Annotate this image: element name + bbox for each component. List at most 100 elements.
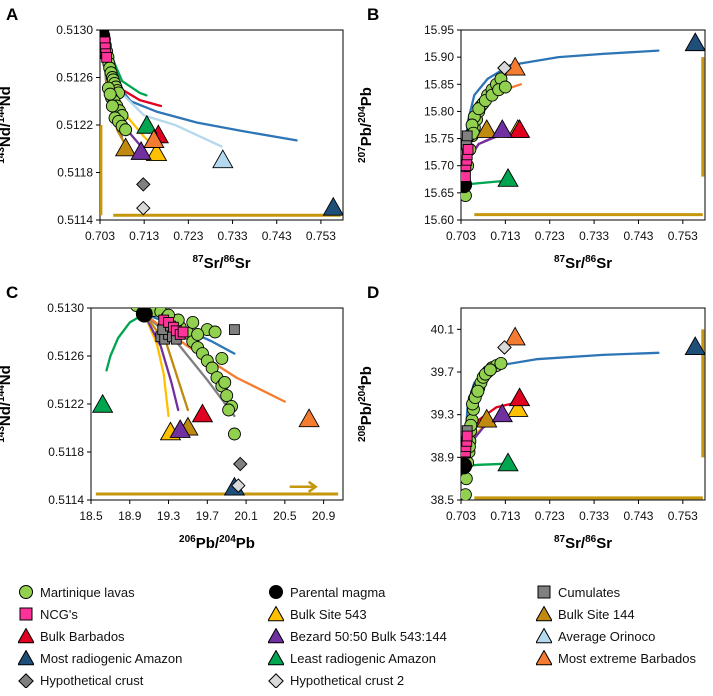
legend-label: Hypothetical crust (40, 672, 144, 688)
legend-label: Average Orinoco (558, 628, 656, 644)
series-least-radiogenic-amazon (497, 452, 519, 472)
y-tick-label: 15.90 (424, 50, 454, 64)
data-point (105, 99, 119, 113)
panel-letter: B (367, 5, 379, 24)
series-ncg-s (158, 314, 189, 340)
legend-label: Least radiogenic Amazon (290, 650, 436, 666)
data-point (497, 452, 519, 472)
series-ncg-s (461, 430, 473, 458)
y-axis-label: 143Nd/144Nd (0, 365, 14, 443)
series-least-radiogenic-amazon (497, 167, 519, 187)
series-ncg-s (461, 144, 474, 182)
y-tick-label: 15.80 (424, 104, 454, 118)
mixing-curve (143, 312, 170, 418)
plot-area (91, 308, 339, 496)
y-tick-label: 0.5118 (48, 445, 84, 459)
data-point (298, 408, 320, 428)
arrow-head (289, 480, 318, 493)
series-bulk-site-543 (507, 398, 529, 417)
legend-entry: Cumulates (536, 584, 620, 600)
legend-entry: Hypothetical crust (18, 672, 143, 688)
series-bulk-barbados (191, 403, 214, 423)
plot-area (100, 30, 343, 217)
series-parental-magma (461, 457, 473, 475)
data-point (136, 114, 158, 134)
series-bulk-site-144 (476, 119, 498, 138)
series-bulk-site-144 (476, 408, 498, 428)
x-axis-label: 87Sr/86Sr (554, 534, 612, 552)
data-point (684, 336, 705, 355)
legend-marker-icon (268, 650, 284, 666)
legend-marker-icon (18, 673, 34, 688)
x-tick-label: 0.753 (306, 229, 336, 243)
data-point (114, 137, 137, 157)
panel-letter: A (6, 5, 18, 24)
series-bulk-site-144 (114, 137, 137, 157)
data-point (491, 119, 513, 138)
data-point (508, 387, 531, 407)
legend-label: Most radiogenic Amazon (40, 650, 183, 666)
data-point (135, 308, 153, 323)
legend: Martinique lavas Parental magma Cumulates N… (0, 582, 713, 696)
data-point (461, 171, 471, 182)
data-point (507, 398, 529, 417)
legend-entry: Bulk Site 543 (268, 606, 367, 622)
legend-marker-icon (536, 650, 552, 666)
x-tick-label: 0.743 (623, 509, 653, 523)
y-tick-label: 0.5126 (47, 349, 84, 363)
x-tick-label: 0.743 (623, 229, 653, 243)
y-tick-label: 0.5126 (56, 71, 93, 85)
series-ncg-s (100, 36, 112, 63)
data-point (215, 351, 229, 365)
data-point (322, 196, 343, 216)
series-bulk-barbados (508, 119, 531, 138)
data-point (101, 51, 112, 63)
y-tick-label: 15.75 (424, 132, 454, 146)
series-most-extreme-barbados (504, 56, 526, 76)
y-tick-label: 0.5118 (57, 166, 93, 180)
x-tick-label: 0.703 (446, 229, 476, 243)
data-point (177, 326, 189, 338)
series-least-radiogenic-amazon (136, 114, 158, 134)
y-axis-label: 207Pb/204Pb (357, 87, 375, 163)
x-tick-label: 0.723 (535, 509, 565, 523)
series-hypothetical-crust-2 (136, 200, 151, 216)
x-tick-label: 20.5 (273, 509, 297, 523)
y-tick-label: 38.5 (431, 493, 455, 507)
y-tick-label: 15.95 (424, 23, 454, 37)
x-tick-label: 18.5 (79, 509, 103, 523)
series-most-radiogenic-amazon (684, 336, 705, 355)
panel-letter: D (367, 283, 379, 302)
y-tick-label: 0.5114 (57, 213, 93, 227)
legend-marker-icon (268, 628, 284, 644)
mixing-curve (143, 312, 190, 412)
data-point (462, 144, 474, 155)
series-most-radiogenic-amazon (684, 32, 705, 52)
data-point (476, 408, 498, 428)
legend-entry: Hypothetical crust 2 (268, 672, 404, 688)
legend-label: Cumulates (558, 584, 621, 600)
x-tick-label: 0.703 (85, 229, 115, 243)
legend-label: Bezard 50:50 Bulk 543:144 (290, 628, 447, 644)
data-point (186, 315, 200, 329)
figure: A 0.703 0.713 0.723 0.733 0.743 0.753 0.5114 0.5… (0, 5, 706, 552)
data-point (497, 167, 519, 187)
legend-marker-icon (536, 606, 552, 622)
x-tick-label: 20.1 (234, 509, 258, 523)
x-tick-label: 19.7 (196, 509, 220, 523)
legend-label: Hypothetical crust 2 (290, 672, 405, 688)
data-point (169, 419, 191, 438)
legend-label: Most extreme Barbados (558, 650, 697, 666)
series-hypothetical-crust (136, 177, 151, 192)
y-axis-label: 208Pb/204Pb (357, 366, 375, 442)
panel-c: C 18.5 18.9 19.3 19.7 20.1 20.5 20.9 0.5114 0.511… (0, 283, 344, 552)
series-hypothetical-crust-2 (497, 60, 512, 76)
series-bulk-site-543 (145, 142, 168, 162)
x-tick-label: 0.733 (579, 229, 609, 243)
x-tick-label: 0.753 (668, 229, 698, 243)
legend-entry: Most extreme Barbados (536, 650, 696, 666)
data-point (222, 403, 236, 417)
legend-marker-icon (536, 628, 552, 644)
x-axis-label: 87Sr/86Sr (554, 254, 612, 272)
legend-marker-icon (268, 606, 284, 622)
